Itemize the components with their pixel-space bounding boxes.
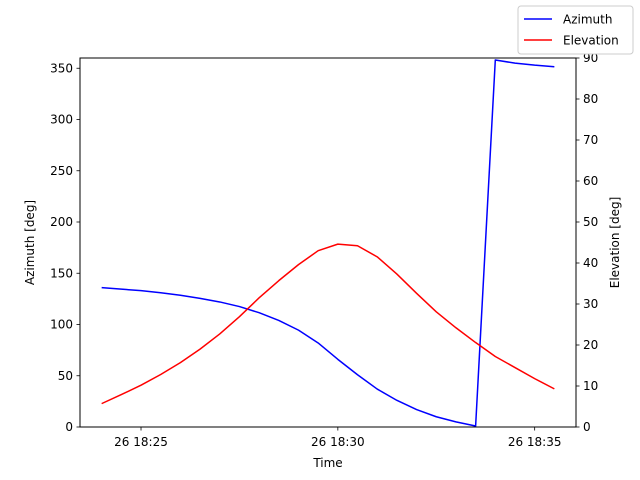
x-axis-label: Time — [312, 456, 342, 470]
left-tick-label: 150 — [50, 266, 73, 280]
left-axis: 0 50 100 150 200 250 300 350 — [50, 61, 80, 434]
series-line-elevation — [101, 243, 555, 405]
left-tick-label: 350 — [50, 61, 73, 75]
right-tick-label: 80 — [583, 92, 598, 106]
legend-elevation-label: Elevation — [563, 34, 619, 48]
left-tick-label: 300 — [50, 113, 73, 127]
right-tick-label: 60 — [583, 174, 598, 188]
left-tick-label: 250 — [50, 164, 73, 178]
x-tick-label: 26 18:25 — [114, 435, 168, 449]
right-tick-label: 40 — [583, 256, 598, 270]
left-tick-label: 0 — [65, 420, 73, 434]
right-axis-label: Elevation [deg] — [608, 197, 622, 289]
right-tick-label: 20 — [583, 338, 598, 352]
plot-frame — [79, 57, 577, 428]
x-tick-label: 26 18:35 — [508, 435, 562, 449]
left-tick-label: 200 — [50, 215, 73, 229]
plot-lines — [101, 59, 555, 427]
right-tick-label: 70 — [583, 133, 598, 147]
legend-azimuth-label: Azimuth — [563, 13, 612, 27]
right-tick-label: 10 — [583, 379, 598, 393]
left-tick-label: 100 — [50, 318, 73, 332]
right-tick-label: 0 — [583, 420, 591, 434]
right-tick-label: 30 — [583, 297, 598, 311]
x-tick-label: 26 18:30 — [311, 435, 365, 449]
x-axis: 26 18:25 26 18:30 26 18:35 — [114, 427, 562, 449]
left-tick-label: 50 — [58, 369, 73, 383]
left-axis-label: Azimuth [deg] — [23, 200, 37, 285]
legend: Azimuth Elevation — [517, 5, 634, 55]
series-line-azimuth — [101, 59, 555, 427]
legend-frame — [517, 5, 634, 55]
right-tick-label: 50 — [583, 215, 598, 229]
